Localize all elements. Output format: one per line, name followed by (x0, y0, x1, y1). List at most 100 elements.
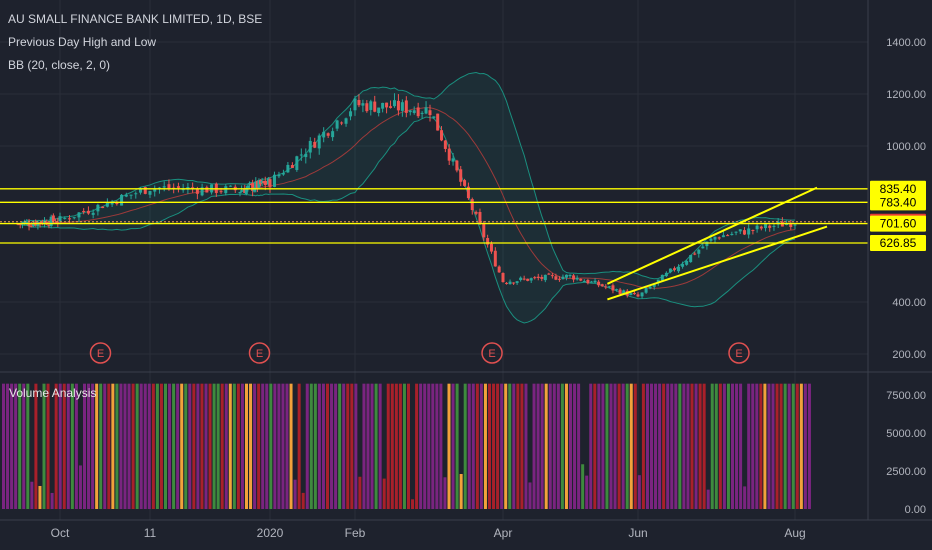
volume-bar (330, 383, 334, 509)
candle-body (644, 288, 648, 293)
volume-bar (739, 383, 743, 509)
volume-bar (451, 383, 455, 509)
volume-analysis-label[interactable]: Volume Analysis (9, 386, 97, 400)
candle-body (82, 210, 86, 212)
candle-body (470, 199, 474, 211)
volume-bar (62, 383, 66, 509)
candle-body (622, 290, 626, 294)
candle-body (501, 272, 505, 283)
volume-bar (735, 383, 739, 509)
volume-bar (58, 383, 62, 509)
volume-bar (569, 383, 572, 509)
candle-body (447, 148, 451, 161)
candle-body (604, 286, 608, 288)
volume-tick-label: 0.00 (905, 504, 926, 516)
volume-bar (674, 383, 678, 509)
volume-bar (139, 383, 143, 509)
earnings-event-icon[interactable] (728, 342, 750, 364)
volume-bar (342, 383, 346, 509)
volume-bar (496, 383, 500, 509)
candle-body (515, 281, 519, 284)
volume-bars (2, 383, 811, 509)
candle-body (618, 289, 622, 295)
candle-body (241, 190, 245, 192)
volume-bar (168, 383, 172, 509)
trend-channel-upper[interactable] (606, 186, 818, 285)
candle-body (540, 277, 544, 279)
candle-body (105, 202, 109, 207)
symbol-title[interactable]: AU SMALL FINANCE BANK LIMITED, 1D, BSE (8, 12, 263, 26)
volume-bar (682, 383, 686, 509)
candle-body (478, 212, 482, 225)
candle-body (701, 246, 705, 249)
volume-bar (228, 383, 232, 509)
candle-body (648, 286, 652, 289)
candle-body (586, 279, 590, 284)
volume-bar (151, 383, 155, 509)
volume-bar (232, 383, 236, 509)
price-axis[interactable]: 1400.00 1200.00 1000.00 400.00 200.00 (886, 37, 926, 361)
candle-body (793, 224, 797, 226)
earnings-event-label: E (488, 348, 495, 360)
volume-bar (390, 383, 394, 509)
volume-bar (91, 383, 95, 509)
volume-bar (629, 383, 633, 509)
volume-bar (645, 383, 649, 509)
volume-bar (70, 383, 74, 509)
time-tick-label: Oct (51, 526, 70, 540)
candle-body (689, 254, 693, 263)
volume-bar (123, 383, 127, 509)
volume-bar (783, 383, 787, 509)
price-tick-label: 1200.00 (886, 89, 926, 101)
indicator-previous-day-high-low[interactable]: Previous Day High and Low (8, 35, 157, 49)
earnings-event-icon[interactable] (89, 342, 112, 364)
volume-bar (176, 383, 180, 509)
volume-bar (512, 383, 516, 509)
volume-bar (338, 383, 342, 509)
trend-channel-lower[interactable] (607, 225, 828, 301)
candle-body (789, 223, 793, 228)
candle-body (547, 273, 551, 275)
candle-body (58, 216, 62, 222)
candle-body (396, 100, 400, 111)
candle-body (167, 184, 171, 189)
volume-bar (354, 383, 358, 509)
time-tick-label: 2020 (257, 526, 284, 540)
candle-body (277, 174, 281, 177)
volume-bar (528, 482, 532, 509)
candle-body (597, 281, 601, 286)
candle-body (262, 181, 266, 183)
candle-body (195, 189, 199, 194)
volume-bar (471, 383, 475, 509)
candle-body (611, 285, 615, 291)
candle-body (668, 268, 672, 273)
volume-bar (30, 481, 34, 509)
volume-bar (370, 383, 374, 509)
volume-bar (585, 475, 589, 509)
candle-body (672, 268, 676, 270)
volume-bar (775, 383, 779, 509)
bollinger-upper (17, 71, 796, 280)
candle-body (43, 220, 47, 225)
price-tag (870, 194, 926, 211)
earnings-event-icon[interactable] (481, 342, 503, 364)
candle-body (497, 266, 501, 273)
volume-bar (18, 383, 22, 509)
earnings-event-icon[interactable] (248, 342, 271, 364)
candle-body (772, 225, 776, 227)
time-axis[interactable]: Oct 11 2020 Feb Apr Jun Aug (51, 526, 806, 540)
candle-body (742, 230, 746, 235)
candle-body (148, 191, 152, 195)
candle-body (254, 181, 258, 189)
indicator-bollinger-bands[interactable]: BB (20, close, 2, 0) (8, 58, 111, 72)
candle-body (640, 292, 644, 297)
volume-bar (666, 383, 670, 509)
candle-body (459, 169, 463, 182)
candle-body (91, 212, 95, 215)
candle-body (229, 185, 233, 187)
volume-axis[interactable]: 7500.00 5000.00 2500.00 0.00 (886, 390, 926, 516)
volume-bar (581, 464, 585, 509)
candle-body (550, 275, 554, 277)
